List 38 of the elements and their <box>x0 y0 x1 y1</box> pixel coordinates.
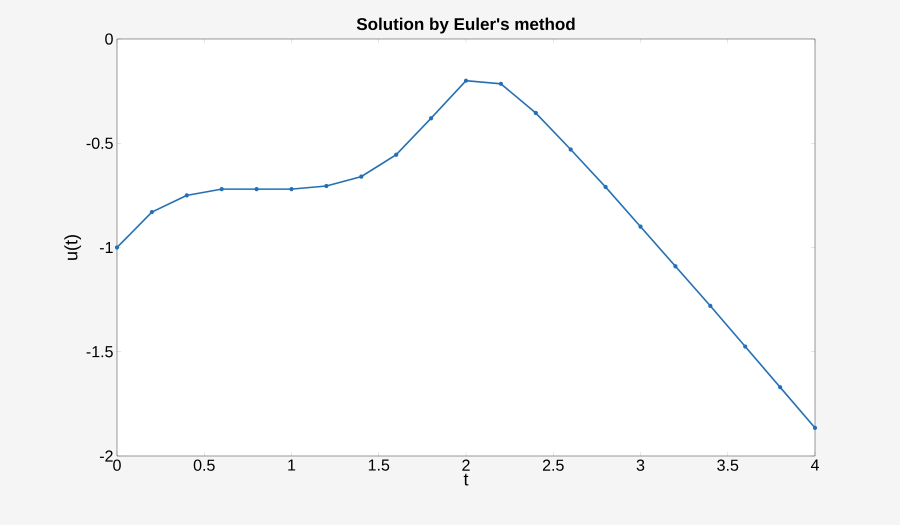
x-tick-label: 1.5 <box>368 460 390 471</box>
x-tick-label: 2 <box>462 460 470 471</box>
point <box>184 193 189 198</box>
x-tick-label: 3.5 <box>717 460 738 471</box>
y-tick-label: -0.5 <box>86 138 113 149</box>
y-axis-title: u(t) <box>64 235 82 260</box>
point <box>359 174 364 179</box>
x-tick-label: 1 <box>288 460 296 471</box>
point <box>498 82 504 86</box>
x-tick-label: 3 <box>636 460 644 471</box>
point <box>708 304 712 308</box>
point <box>150 210 154 214</box>
y-tick-label: -2 <box>100 450 113 462</box>
x-tick-label: 2.5 <box>542 460 564 471</box>
y-tick-label: -1 <box>100 242 113 254</box>
point <box>254 187 259 192</box>
point <box>534 110 538 116</box>
y-tick-label: -1.5 <box>86 346 113 358</box>
point <box>568 147 573 152</box>
point <box>812 426 818 430</box>
point <box>604 184 608 190</box>
point <box>220 187 224 192</box>
point <box>394 152 398 157</box>
x-axis-title: t <box>464 474 468 486</box>
point <box>778 385 782 390</box>
chart-title: Solution by Euler's method <box>356 18 575 34</box>
point <box>743 344 748 349</box>
point <box>289 187 294 192</box>
point <box>673 264 678 268</box>
point <box>114 245 120 250</box>
y-tick-label: 0 <box>105 33 113 45</box>
x-tick-label: 4 <box>810 460 819 471</box>
x-tick-label: 0 <box>113 460 121 471</box>
x-tick-label: 0.5 <box>194 460 215 471</box>
point <box>324 184 328 188</box>
point <box>429 116 434 120</box>
point <box>638 224 643 229</box>
point <box>464 78 468 83</box>
